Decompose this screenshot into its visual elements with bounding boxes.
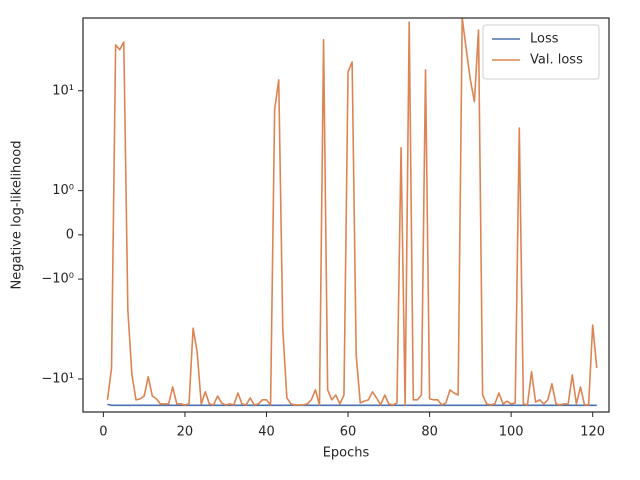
legend-label: Val. loss <box>530 53 583 68</box>
x-tick-label: 100 <box>499 425 524 440</box>
x-tick-label: 60 <box>340 425 357 440</box>
y-tick-label: 10¹ <box>52 83 74 98</box>
x-axis-label: Epochs <box>323 446 370 461</box>
series-line <box>106 18 598 406</box>
y-tick-label: 10⁰ <box>52 183 74 198</box>
y-tick-label: −10¹ <box>41 371 74 386</box>
x-tick-label: 0 <box>99 425 107 440</box>
legend-label: Loss <box>530 32 559 47</box>
plot-area <box>106 18 598 407</box>
y-tick-label: −10⁰ <box>41 272 74 287</box>
series-line <box>107 403 597 407</box>
x-tick-label: 80 <box>421 425 438 440</box>
x-tick-label: 20 <box>177 425 194 440</box>
x-tick-label: 120 <box>580 425 605 440</box>
y-tick-label: 0 <box>66 227 74 242</box>
y-axis-label: Negative log-likelihood <box>10 141 25 290</box>
axes-frame <box>82 17 610 413</box>
x-tick-label: 40 <box>258 425 275 440</box>
